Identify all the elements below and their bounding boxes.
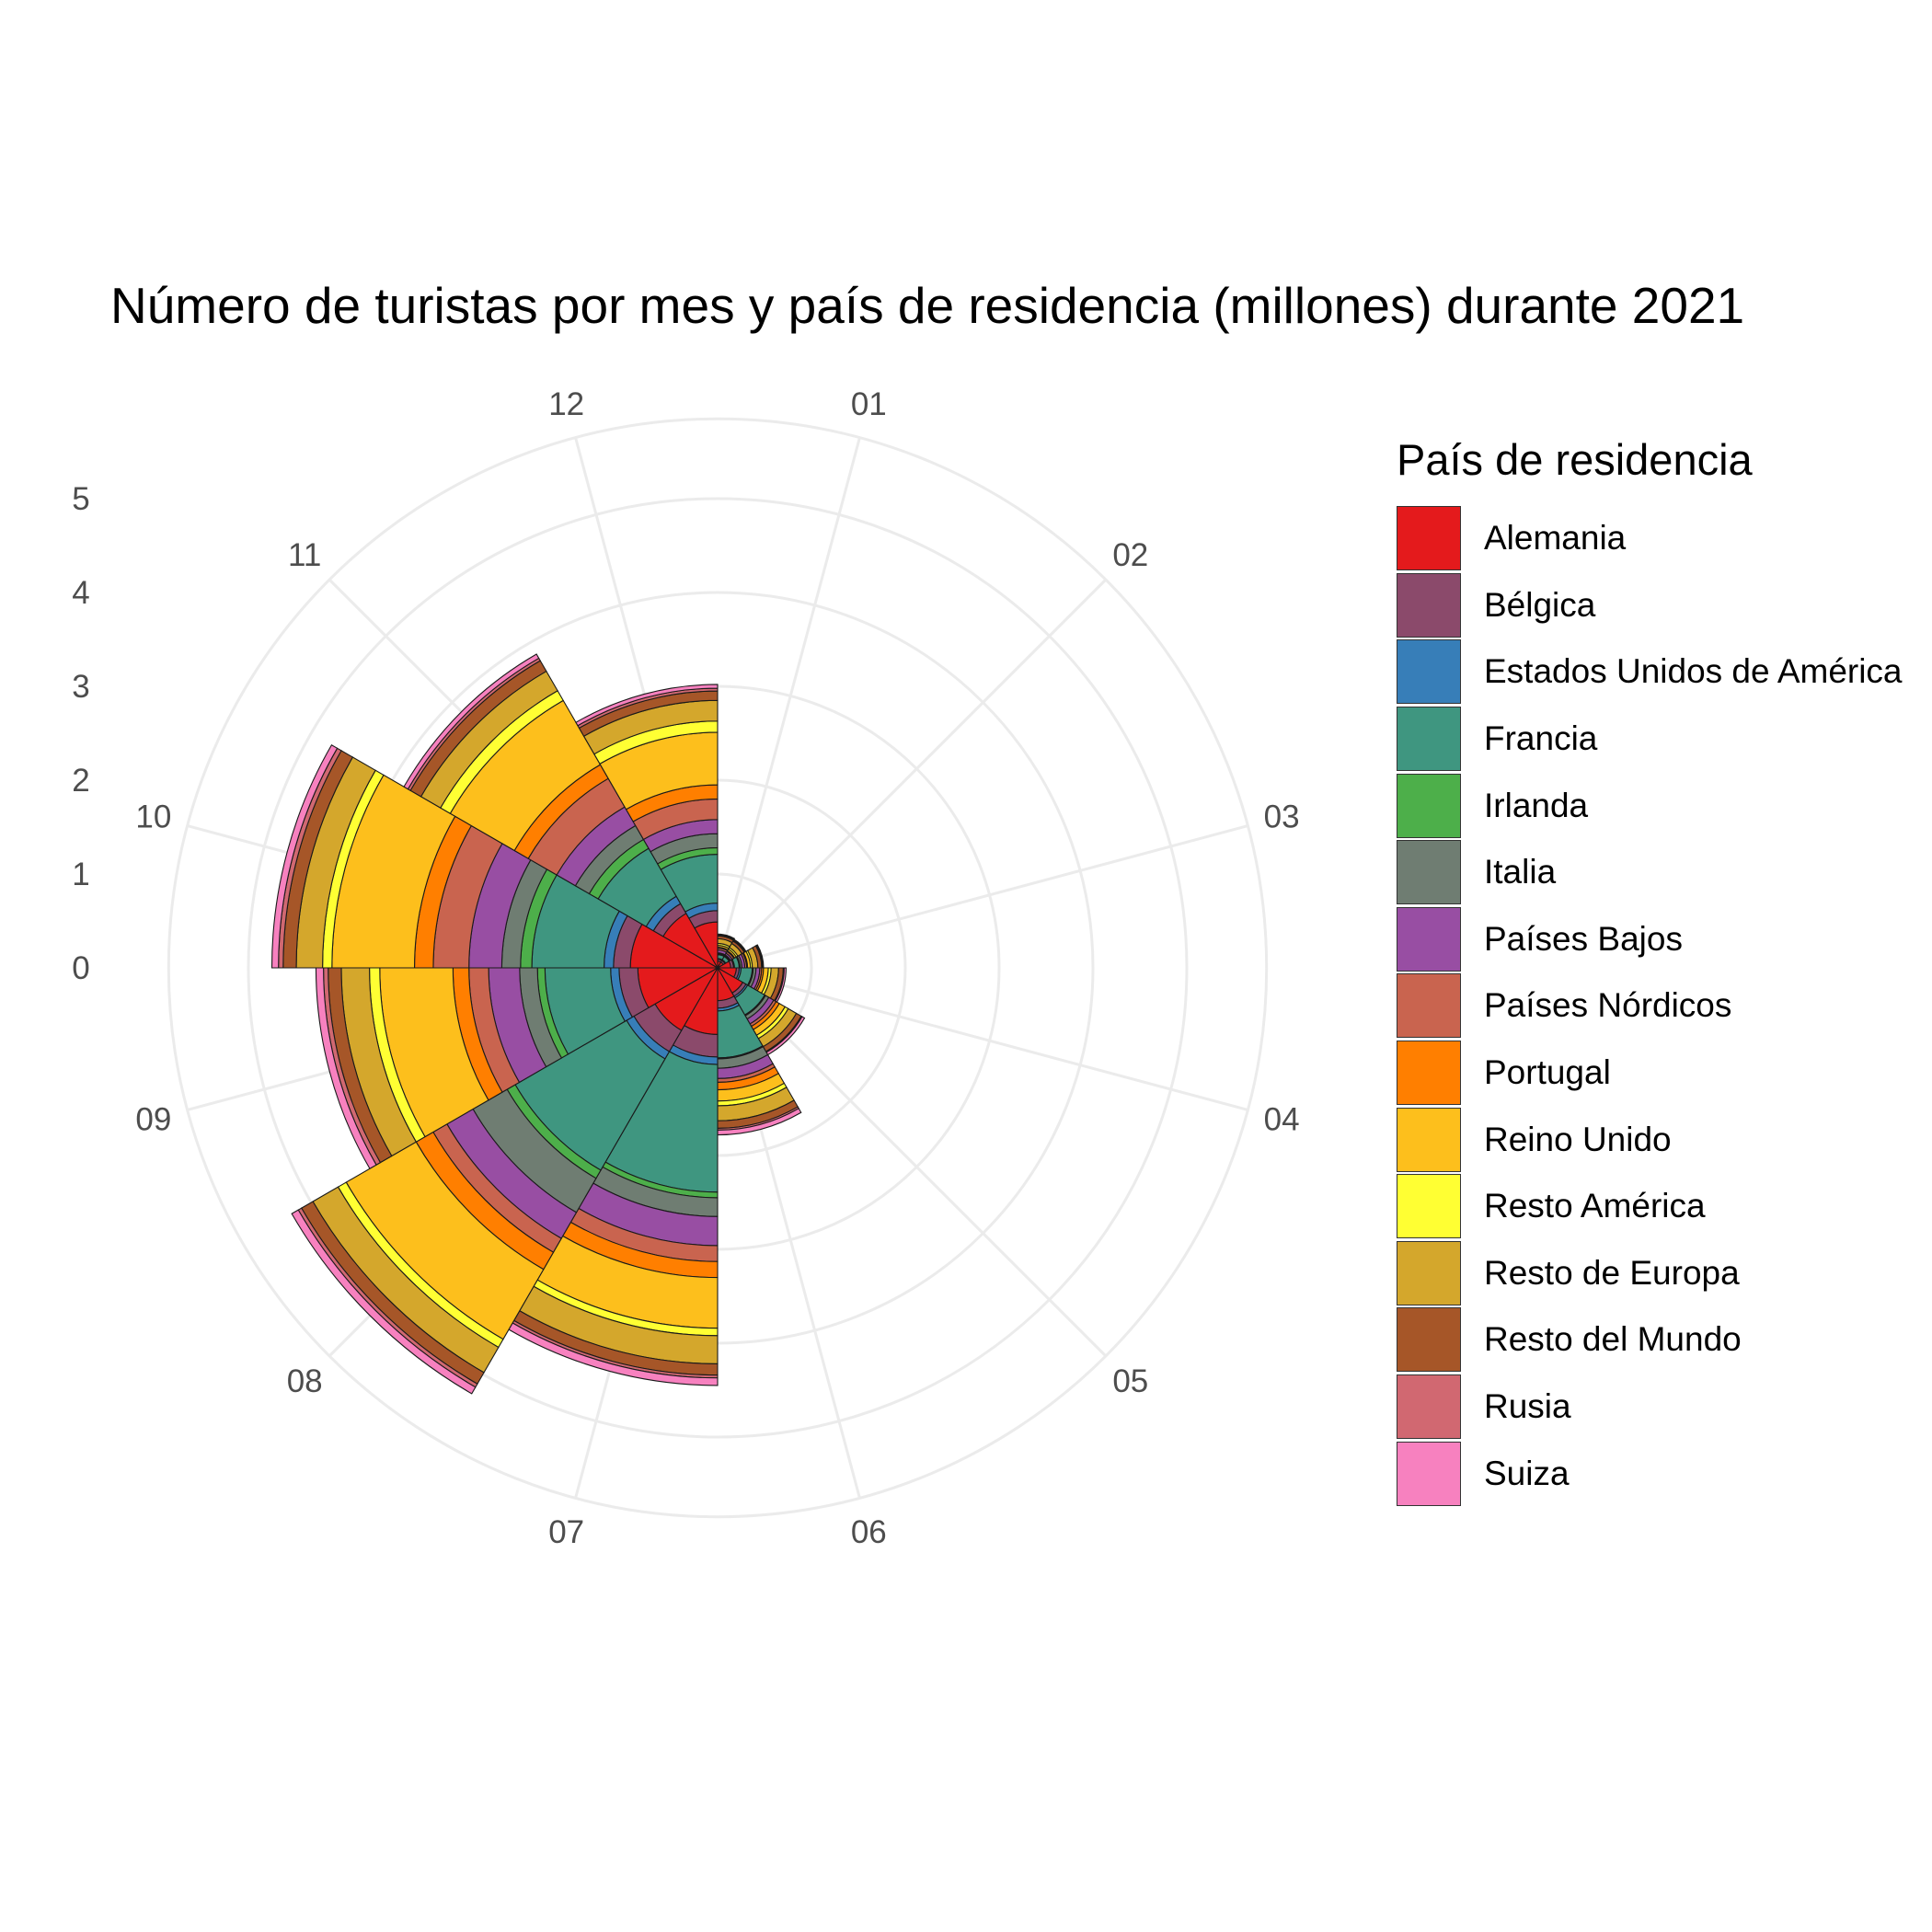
bar-segment-11-15 (403, 653, 540, 790)
month-label-05: 05 (1112, 1363, 1148, 1399)
legend-key (1397, 840, 1461, 905)
month-label-01: 01 (851, 386, 887, 422)
month-label-11: 11 (288, 537, 321, 573)
legend-key (1397, 773, 1461, 838)
legend-label: Reino Unido (1484, 1120, 1672, 1158)
legend-key (1397, 639, 1461, 705)
legend-label: Países Bajos (1484, 919, 1683, 958)
r-tick-label-1: 1 (72, 857, 89, 892)
legend-label: Rusia (1484, 1387, 1571, 1426)
grid-spoke (716, 437, 861, 969)
legend-label: Bélgica (1484, 585, 1596, 624)
grid-outer-circle (167, 417, 1269, 1519)
month-label-03: 03 (1264, 799, 1300, 835)
legend-key (1397, 1174, 1461, 1239)
legend-key (1397, 506, 1461, 571)
month-label-09: 09 (135, 1101, 171, 1137)
legend-item: Italia (1397, 839, 1903, 906)
legend-key (1397, 973, 1461, 1039)
legend-item: Portugal (1397, 1040, 1903, 1107)
grid-spoke (717, 966, 1248, 1111)
legend-key (1397, 1041, 1461, 1106)
month-label-10: 10 (135, 799, 171, 835)
legend-key (1397, 1107, 1461, 1172)
legend-label: Irlanda (1484, 786, 1589, 824)
month-label-08: 08 (287, 1363, 323, 1399)
legend-item: Resto del Mundo (1397, 1306, 1903, 1374)
legend-key (1397, 1374, 1461, 1440)
legend-item: Resto América (1397, 1173, 1903, 1240)
legend-item: Resto de Europa (1397, 1240, 1903, 1307)
month-label-02: 02 (1112, 537, 1148, 573)
bar-segment-12-15 (575, 684, 719, 727)
month-label-06: 06 (851, 1514, 887, 1550)
month-label-12: 12 (548, 386, 584, 422)
legend-key (1397, 1307, 1461, 1373)
bar-segment-08-15 (291, 1209, 477, 1395)
grid-spoke (716, 579, 1107, 970)
legend-label: Resto del Mundo (1484, 1320, 1742, 1359)
r-tick-label-5: 5 (72, 481, 89, 517)
legend: País de residencia Alemania Bélgica Estado… (1397, 434, 1903, 1507)
r-tick-label-2: 2 (72, 763, 89, 799)
legend-label: Suiza (1484, 1454, 1570, 1492)
legend-items: Alemania Bélgica Estados Unidos de América… (1397, 505, 1903, 1507)
legend-title: País de residencia (1397, 435, 1753, 484)
r-tick-label-0: 0 (72, 950, 89, 986)
grid-circle (247, 497, 1189, 1439)
legend-label: Países Nórdicos (1484, 986, 1732, 1025)
legend-label: Estados Unidos de América (1484, 652, 1903, 691)
legend-key (1397, 707, 1461, 772)
chart-title: Número de turistas por mes y país de res… (110, 277, 1745, 334)
bar-segment-10-15 (270, 743, 339, 969)
bars (270, 653, 806, 1395)
legend-item: Rusia (1397, 1374, 1903, 1441)
legend-label: Italia (1484, 853, 1557, 891)
legend-label: Resto de Europa (1484, 1253, 1740, 1292)
legend-item: Alemania (1397, 505, 1903, 572)
legend-label: Resto América (1484, 1187, 1706, 1225)
month-label-04: 04 (1264, 1101, 1300, 1137)
legend-key (1397, 572, 1461, 638)
legend-key (1397, 906, 1461, 972)
r-tick-label-3: 3 (72, 669, 89, 705)
legend-item: Francia (1397, 706, 1903, 773)
legend-key (1397, 1441, 1461, 1506)
legend-item: Reino Unido (1397, 1106, 1903, 1173)
legend-label: Francia (1484, 719, 1598, 758)
legend-label: Alemania (1484, 519, 1627, 558)
month-label-07: 07 (548, 1514, 584, 1550)
grid-spoke (717, 824, 1248, 970)
legend-key (1397, 1240, 1461, 1305)
legend-label: Portugal (1484, 1053, 1611, 1092)
legend-item: Irlanda (1397, 772, 1903, 839)
legend-item: Países Nórdicos (1397, 972, 1903, 1040)
legend-item: Suiza (1397, 1440, 1903, 1507)
legend-item: Estados Unidos de América (1397, 638, 1903, 706)
legend-item: Bélgica (1397, 572, 1903, 639)
r-tick-label-4: 4 (72, 575, 89, 611)
legend-item: Países Bajos (1397, 906, 1903, 973)
